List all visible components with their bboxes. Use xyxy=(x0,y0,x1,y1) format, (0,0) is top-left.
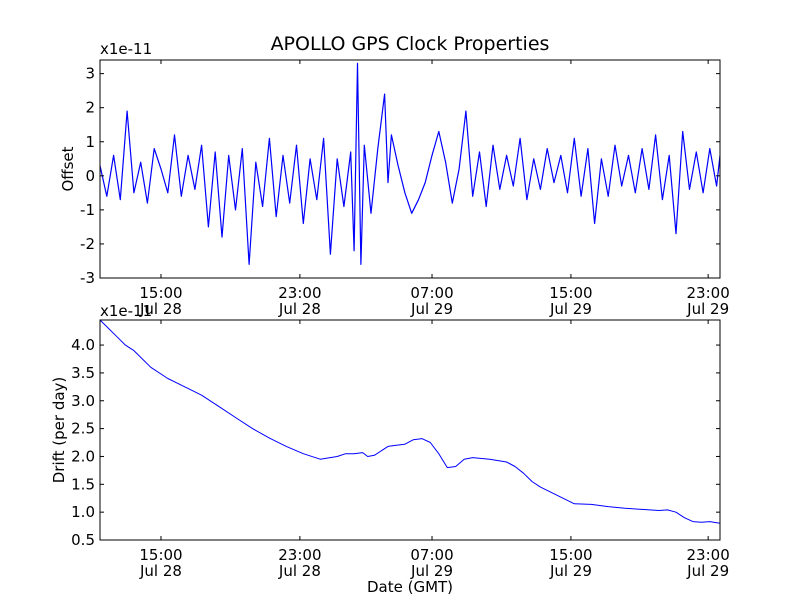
drift-y-tick-label: 3.0 xyxy=(71,392,95,410)
offset-x-tick-date: Jul 29 xyxy=(549,300,592,318)
drift-x-tick-date: Jul 28 xyxy=(139,562,182,580)
offset-y-tick-label: 2 xyxy=(85,99,95,117)
offset-x-tick-date: Jul 29 xyxy=(686,300,729,318)
offset-y-tick-label: 1 xyxy=(85,133,95,151)
drift-plot-frame xyxy=(99,319,721,541)
drift-y-tick-label: 1.5 xyxy=(71,475,95,493)
drift-scale-label: x1e-11 xyxy=(100,302,152,320)
drift-x-tick-date: Jul 29 xyxy=(410,562,453,580)
drift-x-tick-time: 15:00 xyxy=(139,546,182,564)
offset-plot-frame xyxy=(99,59,721,279)
drift-y-tick-label: 3.5 xyxy=(71,364,95,382)
drift-x-tick-date: Jul 29 xyxy=(549,562,592,580)
offset-y-tick-label: 0 xyxy=(85,167,95,185)
drift-x-tick-time: 23:00 xyxy=(687,546,730,564)
offset-y-tick-label: -3 xyxy=(80,269,95,287)
offset-series-line xyxy=(99,62,721,265)
drift-y-tick-label: 2.0 xyxy=(71,447,95,465)
offset-x-tick-time: 23:00 xyxy=(687,284,730,302)
offset-x-tick-time: 23:00 xyxy=(278,284,321,302)
drift-x-tick-time: 15:00 xyxy=(549,546,592,564)
offset-plot: APOLLO GPS Clock Properties x1e-11 -3 -2 -… xyxy=(59,33,730,318)
offset-x-tick-date: Jul 28 xyxy=(278,300,321,318)
drift-x-tick-date: Jul 28 xyxy=(278,562,321,580)
chart-title: APOLLO GPS Clock Properties xyxy=(271,33,550,55)
offset-x-tick-time: 15:00 xyxy=(549,284,592,302)
offset-scale-label: x1e-11 xyxy=(100,40,152,58)
offset-y-tick-label: -1 xyxy=(80,201,95,219)
offset-y-tick-label: -2 xyxy=(80,235,95,253)
drift-y-tick-label: 4.0 xyxy=(71,336,95,354)
offset-axes-border xyxy=(99,59,721,279)
drift-y-tick-label: 2.5 xyxy=(71,420,95,438)
drift-x-tick-date: Jul 29 xyxy=(686,562,729,580)
x-axis-label: Date (GMT) xyxy=(367,578,453,596)
drift-y-tick-label: 0.5 xyxy=(71,531,95,549)
drift-y-axis-label: Drift (per day) xyxy=(50,377,68,484)
drift-plot: x1e-11 0.51.01.52.02.53.03.54.015:00Jul … xyxy=(50,302,730,596)
offset-x-tick-time: 07:00 xyxy=(410,284,453,302)
offset-x-tick-date: Jul 29 xyxy=(410,300,453,318)
offset-x-tick-date: Jul 28 xyxy=(139,300,182,318)
drift-axes-border xyxy=(99,319,721,541)
drift-y-tick-label: 1.0 xyxy=(71,503,95,521)
drift-series-line xyxy=(99,319,721,524)
drift-x-tick-time: 07:00 xyxy=(410,546,453,564)
offset-x-tick-time: 15:00 xyxy=(139,284,182,302)
offset-y-tick-label: 3 xyxy=(85,65,95,83)
offset-y-axis-label: Offset xyxy=(59,146,77,191)
drift-x-tick-time: 23:00 xyxy=(278,546,321,564)
